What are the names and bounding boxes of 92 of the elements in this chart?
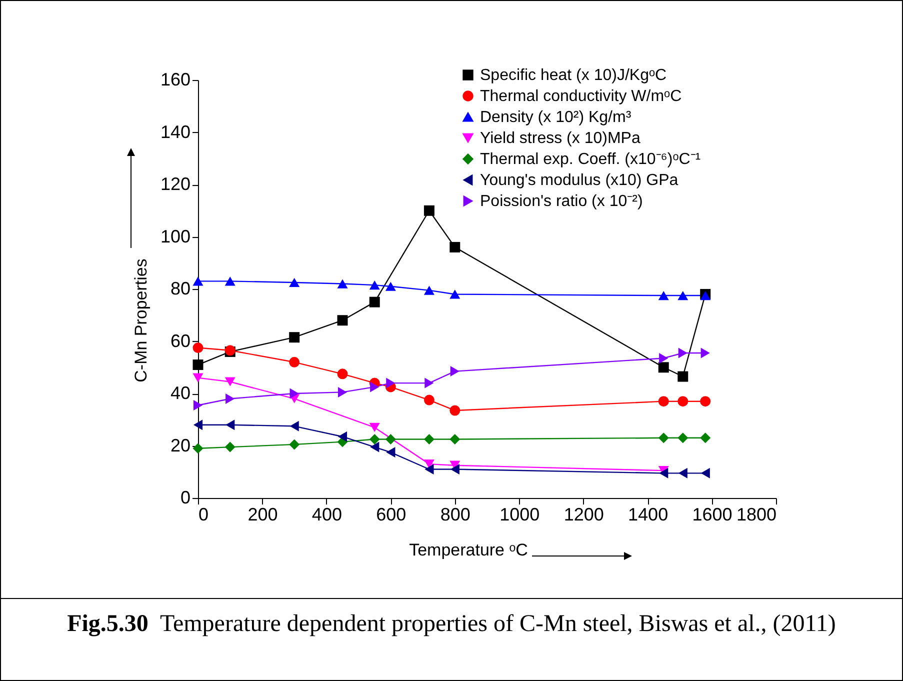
- y-tick-label: 60: [170, 330, 190, 351]
- point: [337, 315, 348, 326]
- legend-label: Thermal exp. Coeff. (x10⁻⁶)ᵒC⁻¹: [480, 151, 701, 168]
- point: [290, 420, 299, 432]
- point: [224, 377, 236, 386]
- legend-label: Thermal conductivity W/mᵒC: [480, 88, 682, 105]
- point: [678, 396, 688, 407]
- x-tick-label: 1400: [628, 504, 668, 524]
- point: [450, 290, 460, 299]
- point: [424, 378, 434, 388]
- point: [226, 420, 235, 430]
- point: [424, 464, 434, 475]
- point: [337, 368, 348, 380]
- point: [193, 420, 203, 430]
- x-tick-label: 1000: [500, 504, 540, 524]
- point: [289, 332, 300, 343]
- point: [678, 432, 688, 444]
- point: [369, 434, 380, 444]
- point: [369, 280, 380, 290]
- point: [386, 447, 396, 458]
- legend-label: Yield stress (x 10)MPa: [480, 130, 640, 147]
- y-tick-label: 40: [170, 383, 190, 403]
- legend-label: Poission's ratio (x 10⁻²): [480, 193, 643, 210]
- y-axis-title: C-Mn Properties: [131, 258, 150, 382]
- point: [424, 286, 434, 295]
- point: [192, 342, 204, 354]
- point: [450, 434, 460, 444]
- x-tick-label: 200: [248, 504, 278, 524]
- point: [450, 405, 460, 416]
- point: [424, 459, 434, 469]
- x-tick-label: 1800: [736, 504, 776, 524]
- y-tick-label: 160: [160, 70, 190, 90]
- point: [193, 400, 203, 410]
- point: [290, 388, 299, 399]
- point: [424, 205, 434, 216]
- x-tick-label: 600: [376, 504, 406, 524]
- text: Temperature dependent properties of C-Mn steel, Biswas et al., (2011): [158, 611, 836, 637]
- point: [369, 296, 380, 308]
- point: [289, 356, 300, 368]
- x-tick-label: 800: [440, 504, 470, 524]
- y-tick-label: 100: [160, 226, 190, 246]
- y-tick-label: 0: [180, 488, 190, 508]
- x-tick-label: 0: [198, 504, 209, 524]
- point: [700, 468, 710, 478]
- point: [678, 348, 688, 358]
- point: [678, 468, 688, 478]
- point: [226, 393, 235, 404]
- point: [224, 276, 236, 286]
- point: [338, 386, 348, 398]
- point: [700, 432, 711, 444]
- point: [700, 396, 711, 407]
- x-tick-label: 1200: [564, 504, 604, 524]
- point: [700, 348, 710, 358]
- point: [385, 282, 396, 291]
- point: [192, 443, 204, 454]
- point: [224, 442, 236, 452]
- point: [658, 290, 669, 300]
- point: [658, 396, 669, 407]
- y-tick-label: 120: [160, 174, 190, 194]
- point: [289, 439, 300, 450]
- point: [659, 468, 668, 478]
- x-tick-label: 1600: [692, 504, 732, 524]
- point: [678, 371, 688, 382]
- point: [386, 378, 396, 388]
- legend-label: Density (x 10²) Kg/m³: [480, 109, 632, 126]
- point: [192, 276, 204, 286]
- point: [450, 464, 460, 475]
- point: [338, 431, 348, 442]
- legend-label: Young's modulus (x10) GPa: [480, 172, 678, 189]
- point: [658, 362, 669, 373]
- y-tick-label: 20: [170, 435, 190, 456]
- point: [370, 382, 380, 392]
- point: [659, 352, 668, 364]
- point: [424, 394, 434, 406]
- point: [369, 422, 380, 432]
- point: [678, 290, 688, 300]
- point: [658, 432, 669, 444]
- point: [450, 242, 460, 252]
- point: [370, 442, 380, 452]
- legend-label: Specific heat (x 10)J/KgᵒC: [480, 67, 667, 84]
- point: [289, 278, 300, 288]
- caption: Fig.5.30: [67, 611, 148, 637]
- point: [192, 360, 204, 370]
- x-axis-title: Temperature ᵒC: [409, 540, 528, 560]
- y-tick-label: 80: [170, 278, 190, 298]
- point: [192, 373, 204, 382]
- point: [424, 434, 434, 444]
- point: [337, 279, 348, 288]
- point: [450, 366, 460, 377]
- x-tick-label: 400: [312, 504, 342, 524]
- y-tick-label: 140: [160, 122, 190, 142]
- point: [385, 434, 396, 444]
